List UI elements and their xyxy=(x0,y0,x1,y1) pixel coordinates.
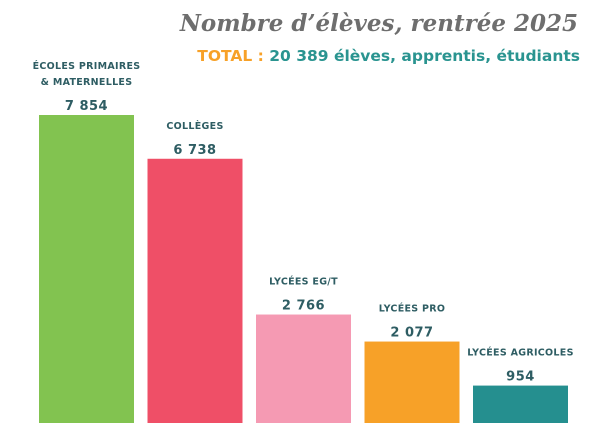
bar-colleges xyxy=(147,158,243,423)
total-label: TOTAL : xyxy=(197,47,270,65)
category-label-lycees-pro: LYCÉES PRO xyxy=(379,303,446,315)
bar-lycees-pro xyxy=(364,341,460,423)
category-label-colleges: COLLÈGES xyxy=(166,120,223,132)
bar-lycees-agricoles xyxy=(473,385,568,423)
value-label-lycees-pro: 2 077 xyxy=(390,326,433,341)
value-label-lycees-agricoles: 954 xyxy=(506,370,535,385)
chart-subtitle: TOTAL : 20 389 élèves, apprentis, étudia… xyxy=(197,47,580,65)
category-label-lycees-agricoles: LYCÉES AGRICOLES xyxy=(467,347,573,359)
category-label-ecoles-primaires-maternelles-line-2: & MATERNELLES xyxy=(41,77,133,88)
bar-ecoles-primaires-maternelles xyxy=(39,115,134,423)
total-value: 20 389 élèves, apprentis, étudiants xyxy=(269,47,580,65)
category-label-ecoles-primaires-maternelles-line-1: ÉCOLES PRIMAIRES xyxy=(33,60,141,72)
chart-title: Nombre d’élèves, rentrée 2025 xyxy=(179,10,578,37)
value-label-colleges: 6 738 xyxy=(173,143,216,158)
value-label-ecoles-primaires-maternelles: 7 854 xyxy=(65,99,108,114)
category-label-lycees-eg-t: LYCÉES EG/T xyxy=(269,276,338,288)
value-label-lycees-eg-t: 2 766 xyxy=(282,299,325,314)
bar-lycees-eg-t xyxy=(256,314,351,423)
